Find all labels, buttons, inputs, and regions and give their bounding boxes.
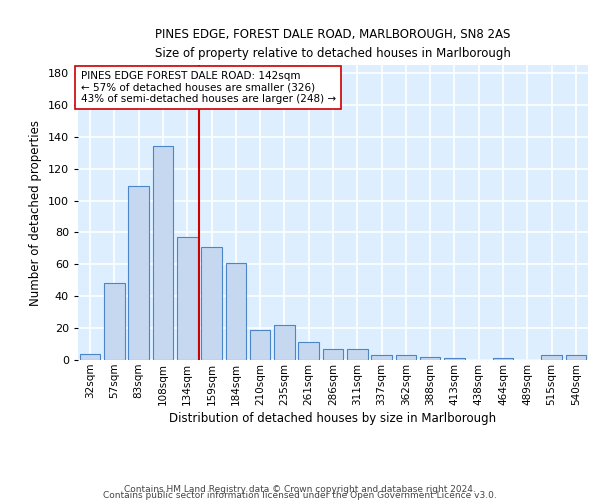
Bar bbox=[323, 349, 343, 360]
Bar bbox=[250, 330, 271, 360]
Text: PINES EDGE FOREST DALE ROAD: 142sqm
← 57% of detached houses are smaller (326)
4: PINES EDGE FOREST DALE ROAD: 142sqm ← 57… bbox=[80, 71, 335, 104]
Bar bbox=[177, 237, 197, 360]
Bar bbox=[541, 355, 562, 360]
Text: Contains public sector information licensed under the Open Government Licence v3: Contains public sector information licen… bbox=[103, 491, 497, 500]
Bar bbox=[226, 262, 246, 360]
Bar bbox=[298, 342, 319, 360]
Text: Contains HM Land Registry data © Crown copyright and database right 2024.: Contains HM Land Registry data © Crown c… bbox=[124, 485, 476, 494]
Y-axis label: Number of detached properties: Number of detached properties bbox=[29, 120, 42, 306]
Title: PINES EDGE, FOREST DALE ROAD, MARLBOROUGH, SN8 2AS
Size of property relative to : PINES EDGE, FOREST DALE ROAD, MARLBOROUG… bbox=[155, 28, 511, 60]
Bar bbox=[347, 349, 368, 360]
X-axis label: Distribution of detached houses by size in Marlborough: Distribution of detached houses by size … bbox=[169, 412, 497, 425]
Bar bbox=[566, 355, 586, 360]
Bar bbox=[274, 325, 295, 360]
Bar bbox=[444, 358, 465, 360]
Bar bbox=[80, 354, 100, 360]
Bar bbox=[128, 186, 149, 360]
Bar bbox=[201, 247, 222, 360]
Bar bbox=[104, 284, 125, 360]
Bar bbox=[493, 358, 514, 360]
Bar bbox=[371, 355, 392, 360]
Bar bbox=[395, 355, 416, 360]
Bar bbox=[420, 357, 440, 360]
Bar bbox=[152, 146, 173, 360]
